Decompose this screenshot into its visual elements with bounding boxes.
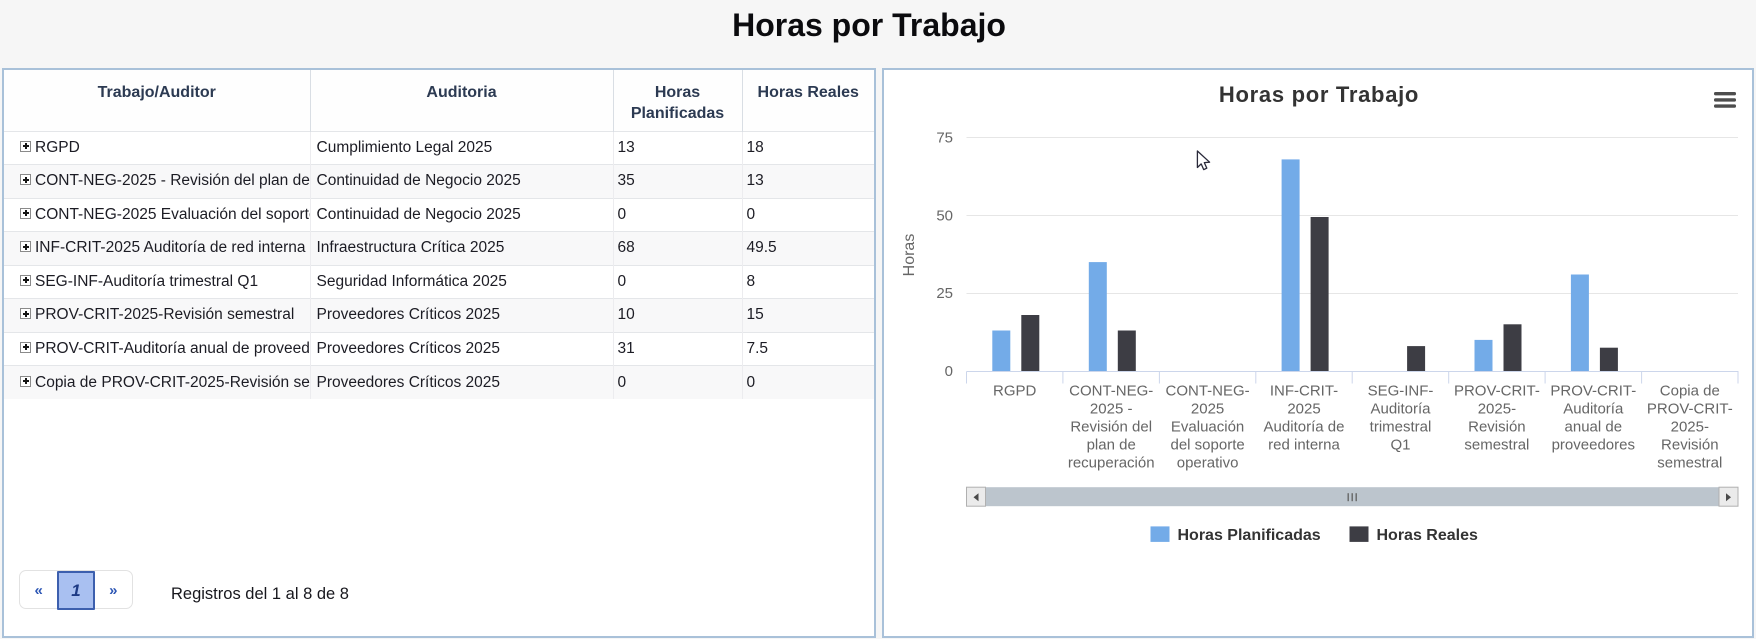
svg-text:50: 50 [936, 207, 953, 224]
svg-text:Horas Planificadas: Horas Planificadas [1178, 527, 1321, 544]
svg-text:Horas Reales: Horas Reales [1377, 527, 1478, 544]
svg-text:Horas: Horas [901, 234, 918, 277]
svg-text:Horas por Trabajo: Horas por Trabajo [1219, 82, 1419, 107]
svg-text:0: 0 [945, 363, 953, 380]
svg-text:75: 75 [936, 130, 953, 147]
svg-text:25: 25 [936, 285, 953, 302]
svg-text:RGPD: RGPD [993, 383, 1037, 400]
